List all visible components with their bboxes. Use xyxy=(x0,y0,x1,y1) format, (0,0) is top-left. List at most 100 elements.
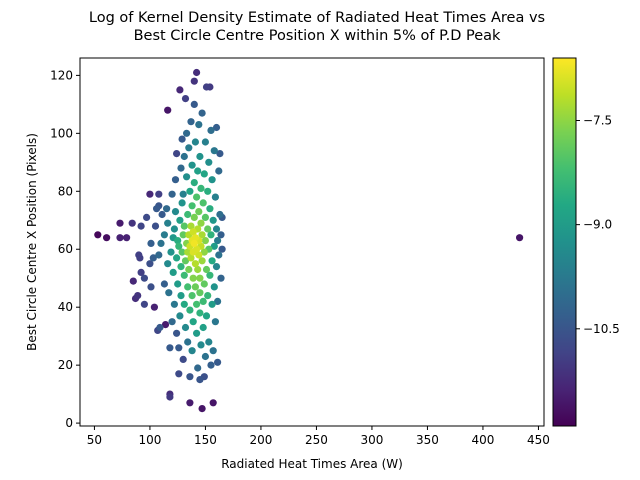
data-point xyxy=(196,376,204,384)
data-point xyxy=(193,300,201,308)
data-point xyxy=(169,268,177,276)
data-point xyxy=(187,254,195,262)
data-point xyxy=(146,190,154,198)
data-point xyxy=(194,167,202,175)
data-point xyxy=(194,265,202,274)
data-point xyxy=(208,257,216,265)
data-point xyxy=(177,263,185,271)
data-point xyxy=(201,213,209,221)
data-point xyxy=(190,239,198,247)
data-point xyxy=(189,318,197,326)
chart-title-line-2: Best Circle Centre Position X within 5% … xyxy=(134,28,501,44)
data-point xyxy=(205,158,213,166)
data-point xyxy=(193,68,201,77)
data-point xyxy=(164,219,172,227)
data-point xyxy=(155,251,163,259)
data-point xyxy=(208,176,216,184)
data-point xyxy=(202,265,211,274)
data-point xyxy=(186,399,194,407)
data-point xyxy=(157,239,165,247)
data-point xyxy=(173,329,181,337)
data-point xyxy=(186,187,194,195)
data-point xyxy=(210,242,218,250)
data-point xyxy=(201,138,209,146)
data-point xyxy=(173,254,181,262)
data-point xyxy=(94,231,102,239)
data-point xyxy=(204,225,212,233)
data-point xyxy=(202,83,211,91)
data-point xyxy=(215,167,223,175)
data-point xyxy=(179,190,187,198)
data-point xyxy=(174,280,182,288)
plot-frame xyxy=(79,57,545,427)
data-point xyxy=(195,121,203,129)
x-tick-label: 450 xyxy=(527,433,550,447)
data-point xyxy=(175,344,183,352)
data-point xyxy=(200,248,208,256)
data-point xyxy=(200,170,208,178)
data-point xyxy=(207,231,215,239)
data-point xyxy=(147,239,155,247)
points-layer xyxy=(94,68,524,413)
data-point xyxy=(166,344,174,352)
data-point xyxy=(185,144,193,152)
data-point xyxy=(191,234,199,242)
data-point xyxy=(191,260,199,268)
data-point xyxy=(194,364,202,372)
data-point xyxy=(176,312,184,320)
data-point xyxy=(198,257,206,265)
data-point xyxy=(146,260,154,268)
data-point xyxy=(181,323,190,332)
data-point xyxy=(187,118,195,126)
data-point xyxy=(183,173,191,181)
y-tick-label: 40 xyxy=(58,300,73,314)
data-point xyxy=(175,242,183,250)
data-point xyxy=(212,123,221,132)
data-point xyxy=(149,254,157,262)
data-point xyxy=(129,277,137,285)
data-point xyxy=(199,323,207,332)
x-tick-label: 250 xyxy=(305,433,328,447)
data-point xyxy=(180,300,188,308)
data-point xyxy=(171,208,180,216)
data-point xyxy=(200,280,208,288)
chart-title-line-1: Log of Kernel Density Estimate of Radiat… xyxy=(89,10,545,26)
data-point xyxy=(180,152,188,161)
data-point xyxy=(164,260,172,268)
data-point xyxy=(163,205,171,213)
data-point xyxy=(136,254,144,262)
y-tick-label: 120 xyxy=(50,68,73,82)
x-tick-label: 150 xyxy=(194,433,217,447)
data-point xyxy=(206,271,214,279)
data-point xyxy=(177,164,185,172)
data-point xyxy=(210,283,218,291)
data-point xyxy=(215,251,223,259)
data-point xyxy=(212,225,221,233)
data-point xyxy=(516,234,524,242)
data-point xyxy=(181,95,190,103)
colorbar xyxy=(552,57,577,427)
data-point xyxy=(193,193,201,201)
data-point xyxy=(160,231,168,239)
x-tick-label: 50 xyxy=(87,433,102,447)
data-point xyxy=(128,219,136,227)
data-point xyxy=(190,100,198,108)
data-point xyxy=(188,202,196,210)
data-point xyxy=(193,329,201,337)
data-point xyxy=(190,213,198,221)
data-point xyxy=(166,393,174,401)
data-point xyxy=(189,228,197,236)
x-axis-ticks: 50 100 150 200 250 300 350 400 450 xyxy=(87,426,550,447)
data-point xyxy=(187,222,195,230)
data-point xyxy=(151,222,160,230)
data-point xyxy=(209,347,217,355)
data-point xyxy=(205,338,213,346)
data-point xyxy=(218,245,226,253)
data-point xyxy=(184,283,192,291)
data-point xyxy=(164,106,172,114)
data-point xyxy=(170,300,178,308)
data-point xyxy=(158,210,166,219)
x-tick-label: 350 xyxy=(416,433,439,447)
data-point xyxy=(184,248,192,256)
